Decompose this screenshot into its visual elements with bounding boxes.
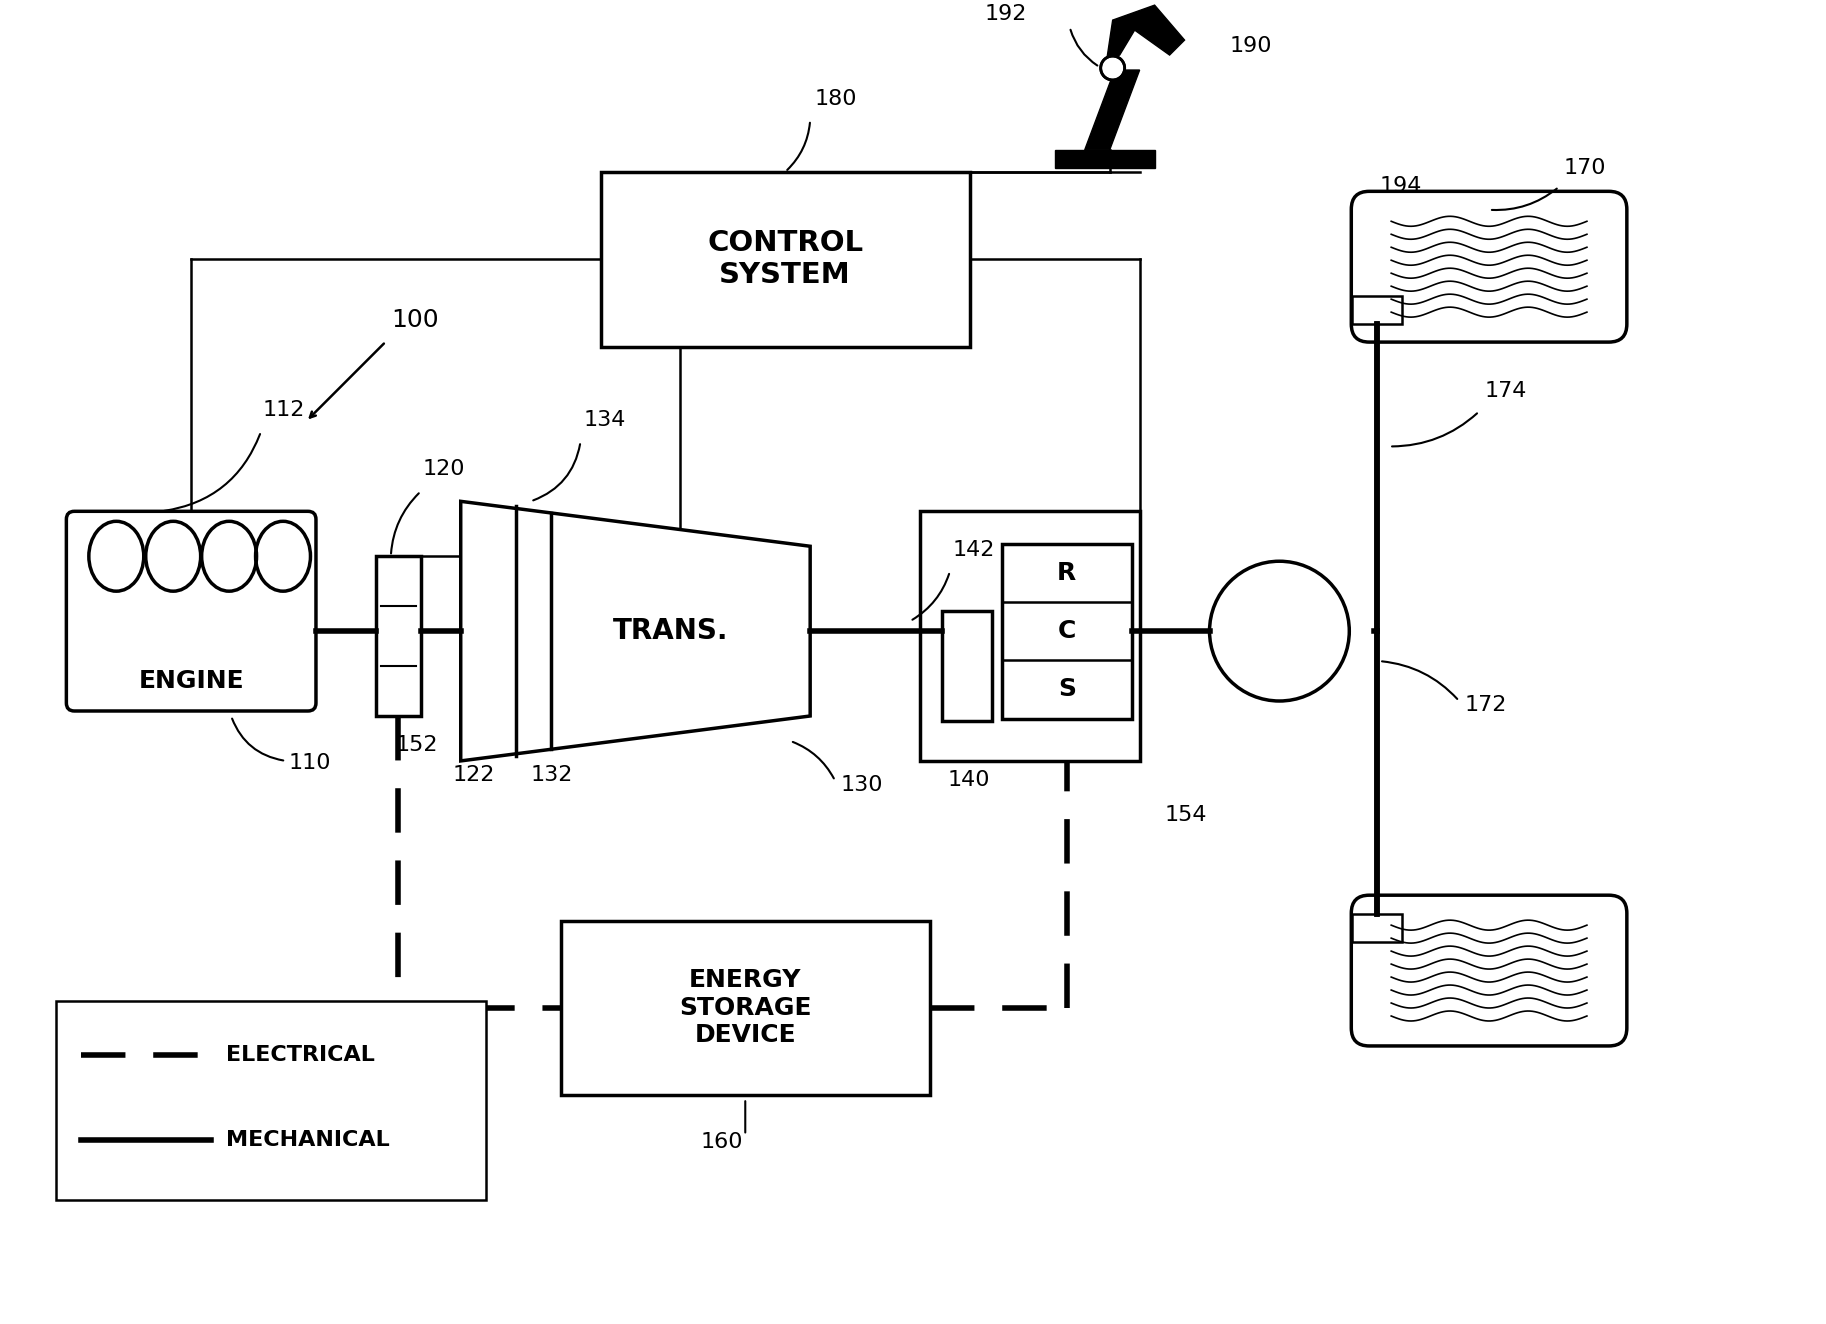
Polygon shape — [1055, 150, 1154, 168]
Text: 112: 112 — [263, 400, 305, 421]
Text: 100: 100 — [391, 307, 438, 331]
Text: ELECTRICAL: ELECTRICAL — [226, 1046, 374, 1066]
Text: 132: 132 — [531, 765, 573, 785]
Circle shape — [1101, 56, 1125, 79]
Text: S: S — [1057, 677, 1076, 700]
Text: C: C — [1057, 620, 1076, 643]
Text: 152: 152 — [396, 735, 438, 755]
Bar — [601, 172, 970, 347]
FancyBboxPatch shape — [1351, 192, 1627, 342]
Text: 120: 120 — [424, 459, 466, 479]
Bar — [57, 1001, 486, 1200]
Polygon shape — [1107, 5, 1185, 60]
Text: 172: 172 — [1464, 695, 1506, 715]
Text: 160: 160 — [701, 1132, 743, 1152]
Text: 142: 142 — [953, 540, 995, 560]
Text: 130: 130 — [840, 775, 882, 794]
Polygon shape — [460, 502, 811, 761]
Text: 174: 174 — [1485, 380, 1527, 400]
Text: 122: 122 — [453, 765, 495, 785]
Text: CONTROL
SYSTEM: CONTROL SYSTEM — [707, 229, 864, 289]
Bar — [376, 556, 420, 716]
FancyBboxPatch shape — [66, 511, 316, 711]
Text: 194: 194 — [1379, 176, 1422, 196]
Text: 140: 140 — [948, 769, 990, 790]
Text: 170: 170 — [1563, 158, 1607, 177]
FancyBboxPatch shape — [1351, 895, 1627, 1046]
Bar — [1353, 914, 1402, 941]
Text: 192: 192 — [984, 4, 1028, 24]
Bar — [1002, 544, 1132, 719]
Bar — [561, 920, 929, 1095]
Text: 154: 154 — [1165, 805, 1207, 825]
Text: 110: 110 — [289, 753, 332, 773]
Text: 180: 180 — [814, 89, 856, 109]
Text: R: R — [1057, 561, 1076, 585]
Text: ENGINE: ENGINE — [139, 669, 245, 692]
Bar — [942, 612, 992, 722]
Text: 190: 190 — [1229, 36, 1273, 56]
Text: 134: 134 — [584, 410, 626, 430]
Bar — [920, 511, 1139, 761]
Text: ENERGY
STORAGE
DEVICE: ENERGY STORAGE DEVICE — [679, 968, 811, 1047]
Text: TRANS.: TRANS. — [614, 617, 729, 645]
Text: MECHANICAL: MECHANICAL — [226, 1131, 391, 1151]
Bar — [1353, 295, 1402, 323]
Polygon shape — [1085, 70, 1139, 150]
